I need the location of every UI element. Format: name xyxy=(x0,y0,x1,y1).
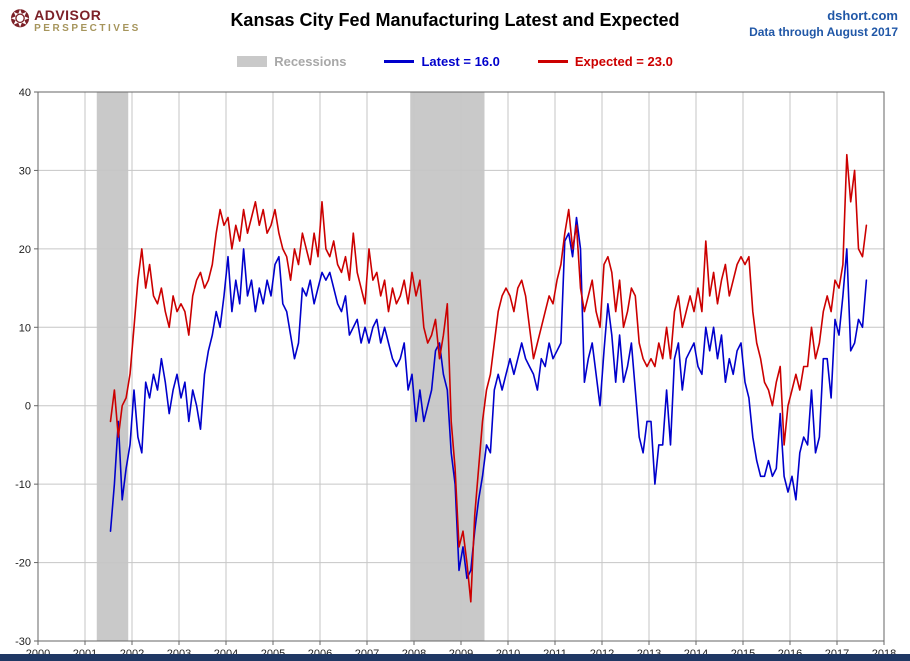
source-block: dshort.com Data through August 2017 xyxy=(749,8,898,39)
page-title: Kansas City Fed Manufacturing Latest and… xyxy=(230,10,680,30)
y-tick-label: 40 xyxy=(19,87,31,99)
logo-advisor: ADVISOR xyxy=(34,7,102,23)
series-expected-line xyxy=(109,153,868,603)
recession-band xyxy=(96,92,129,641)
y-tick-label: -30 xyxy=(15,636,31,648)
advisor-perspectives-logo: ❂ ADVISOR PERSPECTIVES xyxy=(10,8,141,35)
series-latest-line xyxy=(109,216,868,580)
legend-item-latest: Latest = 16.0 xyxy=(384,54,500,69)
y-tick-label: -10 xyxy=(15,479,31,491)
logo-perspectives: PERSPECTIVES xyxy=(34,23,141,34)
data-through-label: Data through August 2017 xyxy=(749,25,898,39)
footer-bar xyxy=(0,654,910,661)
y-tick-label: 20 xyxy=(19,244,31,256)
chart-legend: Recessions Latest = 16.0 Expected = 23.0 xyxy=(0,54,910,69)
y-tick-label: 30 xyxy=(19,165,31,177)
y-tick-label: 10 xyxy=(19,322,31,334)
y-tick-label: 0 xyxy=(25,401,31,413)
compass-rose-icon: ❂ xyxy=(10,6,31,33)
legend-expected-label: Expected = 23.0 xyxy=(574,54,673,69)
latest-line-swatch xyxy=(384,60,415,63)
logo-text: ADVISOR PERSPECTIVES xyxy=(34,8,141,35)
dshort-link[interactable]: dshort.com xyxy=(827,8,898,23)
y-tick-label: -20 xyxy=(15,558,31,570)
expected-line-swatch xyxy=(537,60,568,63)
legend-item-expected: Expected = 23.0 xyxy=(537,54,673,69)
legend-latest-label: Latest = 16.0 xyxy=(421,54,500,69)
legend-recessions-label: Recessions xyxy=(274,54,347,69)
legend-item-recessions: Recessions xyxy=(237,54,346,69)
recession-swatch xyxy=(237,56,268,67)
